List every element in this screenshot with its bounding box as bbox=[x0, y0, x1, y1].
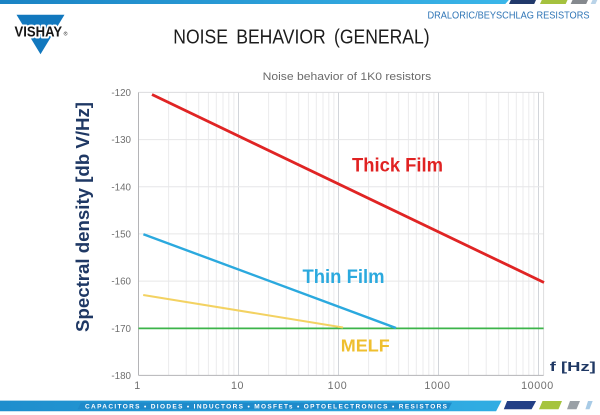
svg-text:1: 1 bbox=[134, 380, 141, 392]
svg-text:Thick Film: Thick Film bbox=[352, 156, 443, 177]
svg-text:Noise behavior of 1K0 resistor: Noise behavior of 1K0 resistors bbox=[263, 71, 432, 83]
svg-text:10: 10 bbox=[231, 380, 244, 392]
svg-text:MELF: MELF bbox=[341, 336, 390, 356]
svg-text:Spectral density [db V/Hz]: Spectral density [db V/Hz] bbox=[72, 102, 93, 332]
svg-text:®: ® bbox=[64, 30, 68, 37]
svg-text:VISHAY: VISHAY bbox=[15, 24, 63, 41]
svg-text:NOISE BEHAVIOR (GENERAL): NOISE BEHAVIOR (GENERAL) bbox=[173, 26, 429, 48]
svg-text:-170: -170 bbox=[111, 324, 131, 335]
svg-text:10000: 10000 bbox=[521, 380, 554, 392]
svg-text:DRALORIC/BEYSCHLAG RESISTORS: DRALORIC/BEYSCHLAG RESISTORS bbox=[428, 11, 590, 22]
svg-text:Thin Film: Thin Film bbox=[303, 267, 385, 288]
svg-text:-140: -140 bbox=[111, 182, 131, 193]
svg-text:100: 100 bbox=[328, 380, 348, 392]
svg-text:VISHAY: VISHAY bbox=[15, 24, 63, 41]
svg-text:1000: 1000 bbox=[424, 380, 450, 392]
svg-text:-150: -150 bbox=[111, 230, 131, 241]
svg-text:f [Hz]: f [Hz] bbox=[550, 359, 596, 374]
svg-text:-160: -160 bbox=[111, 277, 131, 288]
svg-text:-180: -180 bbox=[111, 371, 131, 382]
svg-text:®: ® bbox=[64, 30, 68, 37]
svg-text:-130: -130 bbox=[111, 135, 131, 146]
svg-text:-120: -120 bbox=[111, 88, 131, 99]
